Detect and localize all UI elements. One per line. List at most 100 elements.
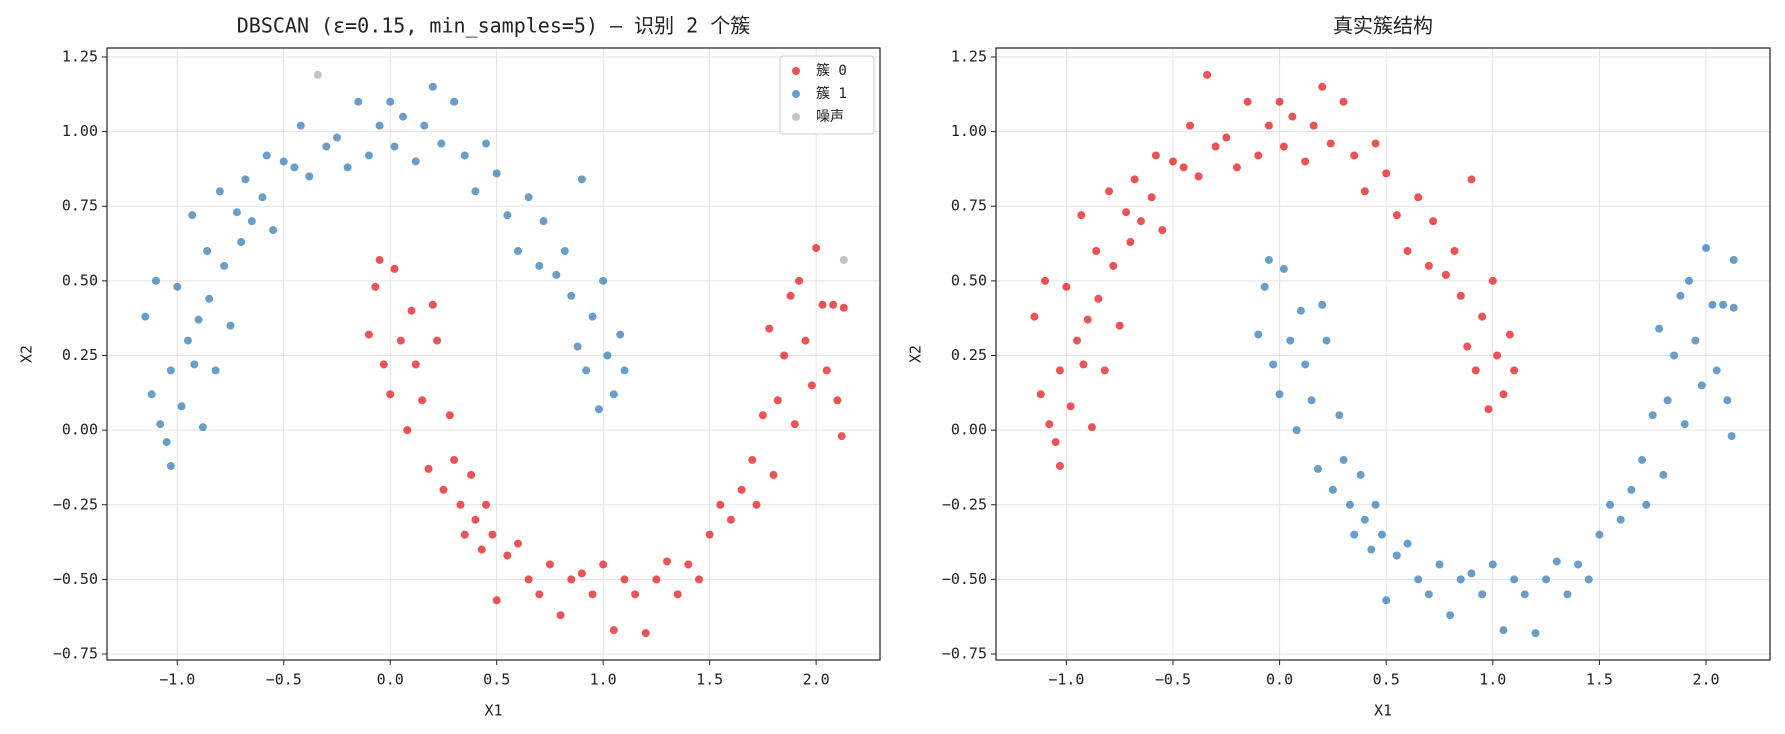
point xyxy=(1478,312,1487,321)
point xyxy=(398,112,407,121)
point xyxy=(748,455,757,464)
legend-box xyxy=(779,55,875,135)
point xyxy=(1186,121,1195,130)
point xyxy=(482,500,491,509)
legend-label: 簇 1 xyxy=(816,86,847,102)
point xyxy=(603,351,612,360)
point xyxy=(1488,560,1497,569)
point xyxy=(460,530,469,539)
y-tick-label: −0.75 xyxy=(53,645,98,663)
point xyxy=(1087,423,1096,432)
y-tick-label: 1.25 xyxy=(62,47,98,65)
chart-title: DBSCAN (ε=0.15, min_samples=5) — 识别 2 个簇 xyxy=(237,14,750,38)
point xyxy=(1663,396,1672,405)
point xyxy=(1105,187,1114,196)
point xyxy=(428,82,437,91)
point xyxy=(1073,336,1082,345)
point xyxy=(1136,217,1145,226)
point xyxy=(716,500,725,509)
point xyxy=(313,70,322,79)
point xyxy=(262,151,271,160)
point xyxy=(1520,590,1529,599)
point xyxy=(1122,208,1131,217)
x-tick-label: 0.0 xyxy=(377,671,404,689)
point xyxy=(343,163,352,172)
point xyxy=(837,432,846,441)
point xyxy=(456,500,465,509)
point xyxy=(269,226,278,235)
point xyxy=(1326,139,1335,148)
legend-label: 簇 0 xyxy=(816,63,847,79)
y-tick-label: 0.25 xyxy=(951,346,987,364)
point xyxy=(1382,596,1391,605)
point xyxy=(290,163,299,172)
point xyxy=(1318,300,1327,309)
point xyxy=(1552,557,1561,566)
point xyxy=(1371,139,1380,148)
point xyxy=(1345,500,1354,509)
point xyxy=(1339,455,1348,464)
point xyxy=(1638,455,1647,464)
point xyxy=(396,336,405,345)
point xyxy=(1727,432,1736,441)
point xyxy=(1301,157,1310,166)
point xyxy=(166,366,175,375)
point xyxy=(609,390,618,399)
point xyxy=(428,300,437,309)
y-tick-label: 0.75 xyxy=(62,197,98,215)
point xyxy=(471,187,480,196)
point xyxy=(1680,420,1689,429)
point xyxy=(194,315,203,324)
point xyxy=(1595,530,1604,539)
point xyxy=(156,420,165,429)
point xyxy=(503,211,512,220)
point xyxy=(241,175,250,184)
point xyxy=(1286,336,1295,345)
point xyxy=(620,575,629,584)
point xyxy=(1168,157,1177,166)
point xyxy=(1126,238,1135,247)
point xyxy=(790,420,799,429)
point xyxy=(1471,366,1480,375)
point xyxy=(1371,500,1380,509)
point xyxy=(1275,97,1284,106)
point xyxy=(1051,438,1060,447)
point xyxy=(567,291,576,300)
point xyxy=(147,390,156,399)
point xyxy=(166,461,175,470)
point xyxy=(1382,169,1391,178)
point xyxy=(588,312,597,321)
point xyxy=(205,294,214,303)
point xyxy=(1077,211,1086,220)
point xyxy=(1719,300,1728,309)
point xyxy=(1505,330,1514,339)
point xyxy=(371,282,380,291)
point xyxy=(1275,390,1284,399)
point xyxy=(1147,193,1156,202)
y-tick-label: 0.25 xyxy=(62,346,98,364)
point xyxy=(1377,530,1386,539)
legend-marker xyxy=(792,113,800,121)
point xyxy=(599,560,608,569)
legend: 簇 0 簇 1 噪声 xyxy=(779,55,875,135)
point xyxy=(1045,420,1054,429)
x-tick-label: −1.0 xyxy=(1048,671,1084,689)
point xyxy=(198,423,207,432)
point xyxy=(801,336,810,345)
point xyxy=(684,560,693,569)
y-tick-label: 0.00 xyxy=(62,421,98,439)
legend-marker xyxy=(792,90,800,98)
plot-frame xyxy=(106,47,881,661)
point xyxy=(641,629,650,638)
point xyxy=(364,330,373,339)
point xyxy=(1414,575,1423,584)
y-tick-label: −0.25 xyxy=(53,495,98,513)
point xyxy=(1055,366,1064,375)
point xyxy=(1194,172,1203,181)
point xyxy=(1079,360,1088,369)
x-tick-label: 1.5 xyxy=(1586,671,1613,689)
point xyxy=(577,569,586,578)
point xyxy=(765,324,774,333)
point xyxy=(1627,485,1636,494)
